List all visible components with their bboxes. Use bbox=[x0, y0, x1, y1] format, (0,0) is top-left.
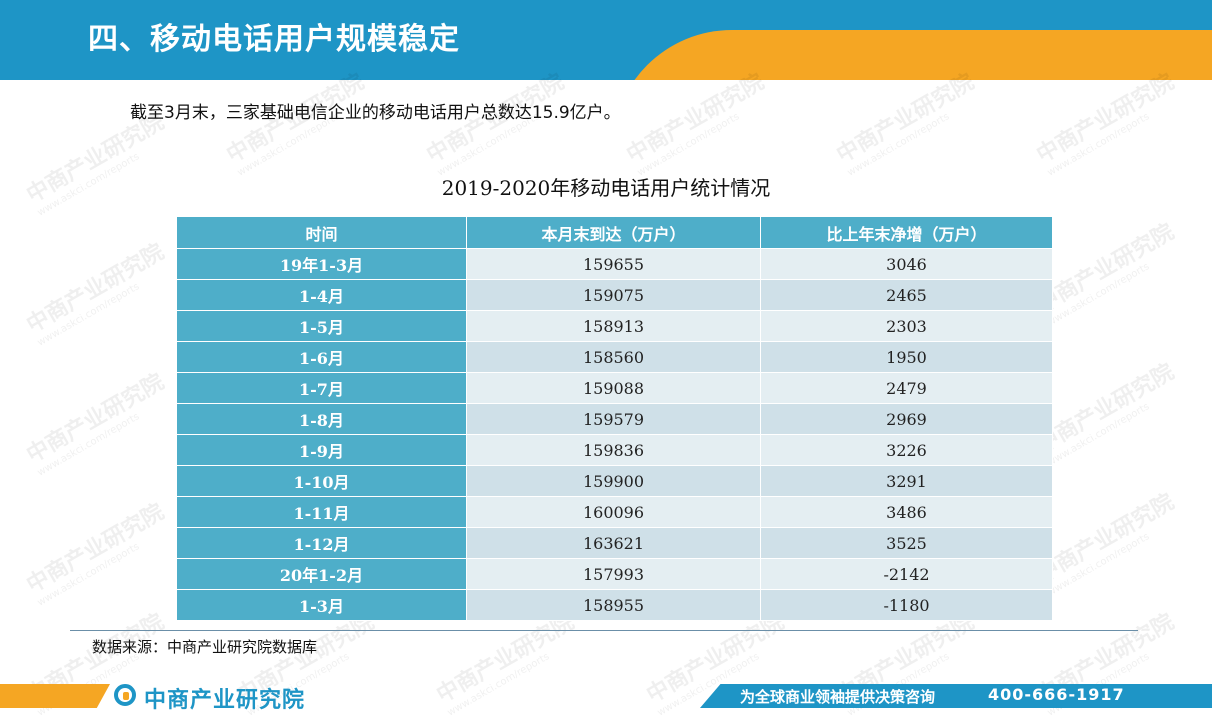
footer-slogan: 为全球商业领袖提供决策咨询 bbox=[740, 688, 936, 706]
data-source: 数据来源：中商产业研究院数据库 bbox=[92, 638, 318, 656]
total-cell: 158560 bbox=[466, 341, 761, 373]
page-title: 四、移动电话用户规模稳定 bbox=[88, 22, 460, 57]
net-increase-cell: -2142 bbox=[760, 558, 1053, 590]
table-title: 2019-2020年移动电话用户统计情况 bbox=[441, 176, 771, 200]
table-row: 20年1-2月 157993 -2142 bbox=[176, 558, 1053, 590]
net-increase-cell: 2465 bbox=[760, 279, 1053, 311]
period-cell: 1-3月 bbox=[176, 589, 467, 621]
net-increase-cell: 1950 bbox=[760, 341, 1053, 373]
period-cell: 1-9月 bbox=[176, 434, 467, 466]
table-row: 1-10月 159900 3291 bbox=[176, 465, 1053, 497]
header-orange-swoosh bbox=[612, 30, 1212, 80]
divider-line bbox=[70, 630, 1138, 631]
period-cell: 1-6月 bbox=[176, 341, 467, 373]
total-cell: 158955 bbox=[466, 589, 761, 621]
table-row: 1-9月 159836 3226 bbox=[176, 434, 1053, 466]
footer-phone: 400-666-1917 bbox=[988, 685, 1125, 704]
company-logo-icon bbox=[114, 684, 136, 706]
total-cell: 159655 bbox=[466, 248, 761, 280]
table-row: 1-5月 158913 2303 bbox=[176, 310, 1053, 342]
total-cell: 159088 bbox=[466, 372, 761, 404]
net-increase-cell: 2479 bbox=[760, 372, 1053, 404]
header-banner: 四、移动电话用户规模稳定 bbox=[0, 0, 1212, 80]
footer-blue-bar bbox=[700, 684, 1212, 708]
period-cell: 20年1-2月 bbox=[176, 558, 467, 590]
total-cell: 159836 bbox=[466, 434, 761, 466]
total-cell: 160096 bbox=[466, 496, 761, 528]
table-row: 1-11月 160096 3486 bbox=[176, 496, 1053, 528]
net-increase-cell: 2303 bbox=[760, 310, 1053, 342]
table-header-row: 时间 本月末到达（万户） 比上年末净增（万户） bbox=[176, 216, 1053, 249]
summary-text: 截至3月末，三家基础电信企业的移动电话用户总数达15.9亿户。 bbox=[130, 103, 621, 123]
total-cell: 163621 bbox=[466, 527, 761, 559]
table-row: 1-8月 159579 2969 bbox=[176, 403, 1053, 435]
net-increase-cell: 3486 bbox=[760, 496, 1053, 528]
period-cell: 19年1-3月 bbox=[176, 248, 467, 280]
total-cell: 157993 bbox=[466, 558, 761, 590]
column-header-net-increase: 比上年末净增（万户） bbox=[760, 216, 1053, 249]
table-row: 1-7月 159088 2479 bbox=[176, 372, 1053, 404]
period-cell: 1-4月 bbox=[176, 279, 467, 311]
net-increase-cell: -1180 bbox=[760, 589, 1053, 621]
period-cell: 1-12月 bbox=[176, 527, 467, 559]
column-header-total: 本月末到达（万户） bbox=[466, 216, 761, 249]
company-logo-text: 中商产业研究院 bbox=[144, 688, 306, 713]
net-increase-cell: 3226 bbox=[760, 434, 1053, 466]
table-row: 19年1-3月 159655 3046 bbox=[176, 248, 1053, 280]
total-cell: 159579 bbox=[466, 403, 761, 435]
subscriber-table: 时间 本月末到达（万户） 比上年末净增（万户） 19年1-3月 159655 304… bbox=[176, 216, 1053, 621]
period-cell: 1-5月 bbox=[176, 310, 467, 342]
net-increase-cell: 3291 bbox=[760, 465, 1053, 497]
footer-orange-bar bbox=[0, 684, 110, 708]
total-cell: 159900 bbox=[466, 465, 761, 497]
table-row: 1-12月 163621 3525 bbox=[176, 527, 1053, 559]
table-row: 1-4月 159075 2465 bbox=[176, 279, 1053, 311]
period-cell: 1-11月 bbox=[176, 496, 467, 528]
column-header-period: 时间 bbox=[176, 216, 467, 249]
period-cell: 1-10月 bbox=[176, 465, 467, 497]
net-increase-cell: 2969 bbox=[760, 403, 1053, 435]
net-increase-cell: 3525 bbox=[760, 527, 1053, 559]
table-row: 1-3月 158955 -1180 bbox=[176, 589, 1053, 621]
total-cell: 158913 bbox=[466, 310, 761, 342]
period-cell: 1-8月 bbox=[176, 403, 467, 435]
net-increase-cell: 3046 bbox=[760, 248, 1053, 280]
total-cell: 159075 bbox=[466, 279, 761, 311]
period-cell: 1-7月 bbox=[176, 372, 467, 404]
table-row: 1-6月 158560 1950 bbox=[176, 341, 1053, 373]
